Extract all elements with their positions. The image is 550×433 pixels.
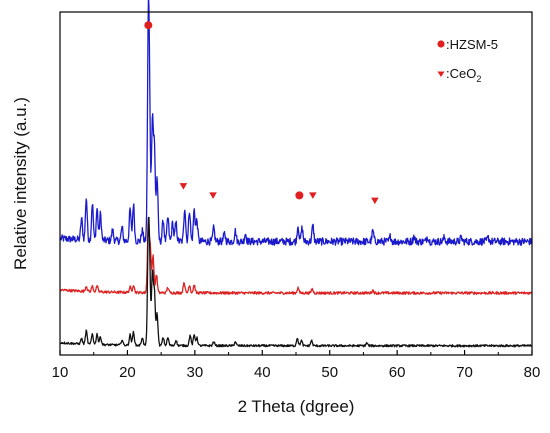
- legend-circle-icon: [437, 40, 445, 48]
- legend-label-ceo2: :CeO2: [446, 66, 481, 84]
- x-axis-title: 2 Theta (dgree): [238, 397, 355, 416]
- series-line-1: [60, 0, 532, 246]
- legend-label-ceo2-subscript: 2: [476, 74, 481, 84]
- x-tick-label: 10: [52, 364, 69, 381]
- tick-layer: 10 20 30 40 50 60 70 80: [52, 350, 541, 381]
- legend-label-hzsm5: :HZSM-5: [446, 37, 498, 52]
- marker-layer: [144, 21, 379, 205]
- x-tick-label: 20: [119, 364, 136, 381]
- y-axis-title: Relative intensity (a.u.): [11, 97, 30, 270]
- plot-frame: [59, 11, 533, 356]
- x-tick-label: 50: [321, 364, 338, 381]
- ceo2-peak-marker-icon: [179, 183, 188, 190]
- legend: :HZSM-5 :CeO2: [437, 37, 498, 84]
- series-line-2: [60, 217, 532, 295]
- x-tick-label: 30: [187, 364, 204, 381]
- hzsm5-peak-marker-icon: [295, 191, 304, 200]
- hzsm5-peak-marker-icon: [144, 21, 153, 30]
- x-tick-label: 40: [254, 364, 271, 381]
- legend-triangle-icon: [437, 71, 445, 77]
- x-tick-label: 70: [456, 364, 473, 381]
- ceo2-peak-marker-icon: [309, 192, 317, 199]
- series-layer: [60, 0, 532, 348]
- x-tick-label: 60: [389, 364, 406, 381]
- ceo2-peak-marker-icon: [371, 197, 379, 205]
- legend-label-ceo2-main: :CeO: [446, 66, 476, 81]
- ceo2-peak-marker-icon: [209, 192, 217, 199]
- x-tick-label: 80: [524, 364, 541, 381]
- series-line-3: [60, 216, 532, 348]
